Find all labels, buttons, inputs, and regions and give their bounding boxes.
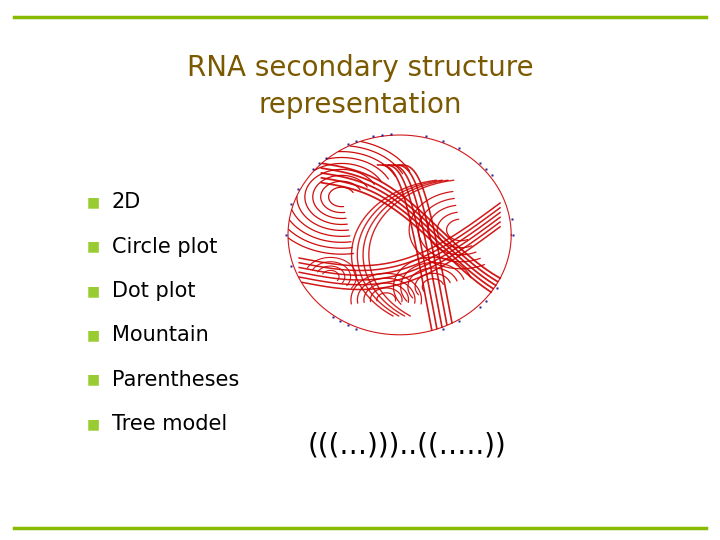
Text: 2D: 2D (112, 192, 141, 213)
Text: ■: ■ (87, 284, 100, 298)
Text: ■: ■ (87, 240, 100, 254)
Text: ■: ■ (87, 373, 100, 387)
Text: ■: ■ (87, 328, 100, 342)
Text: Dot plot: Dot plot (112, 281, 195, 301)
Text: Mountain: Mountain (112, 325, 208, 346)
Text: (((…)))..((…..)): (((…)))..((…..)) (307, 431, 506, 460)
Text: ■: ■ (87, 195, 100, 210)
Text: ■: ■ (87, 417, 100, 431)
Text: representation: representation (258, 91, 462, 119)
Text: Parentheses: Parentheses (112, 369, 239, 390)
Text: Circle plot: Circle plot (112, 237, 217, 257)
Text: RNA secondary structure: RNA secondary structure (186, 53, 534, 82)
Text: Tree model: Tree model (112, 414, 227, 434)
